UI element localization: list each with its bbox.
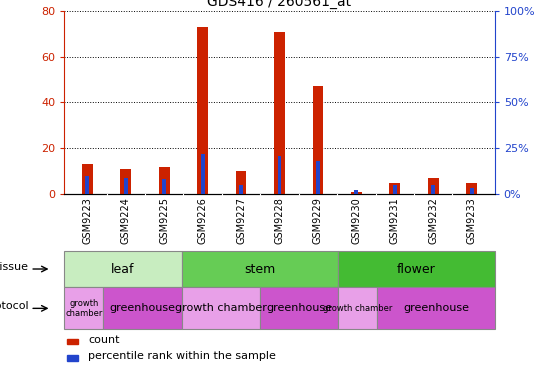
- Bar: [338, 251, 495, 287]
- Text: growth
chamber: growth chamber: [65, 299, 102, 318]
- Bar: [82, 164, 93, 194]
- Bar: [390, 183, 400, 194]
- Bar: [64, 287, 103, 329]
- Bar: [432, 185, 435, 194]
- Text: GSM9230: GSM9230: [352, 197, 361, 243]
- Text: leaf: leaf: [111, 262, 135, 276]
- Text: GSM9225: GSM9225: [159, 197, 169, 244]
- Bar: [393, 185, 397, 194]
- Text: flower: flower: [397, 262, 436, 276]
- Bar: [197, 27, 208, 194]
- Text: GSM9231: GSM9231: [390, 197, 400, 243]
- Bar: [466, 183, 477, 194]
- Text: GSM9226: GSM9226: [198, 197, 207, 244]
- Bar: [86, 176, 89, 194]
- Bar: [312, 86, 323, 194]
- Bar: [316, 161, 320, 194]
- Text: growth chamber: growth chamber: [323, 304, 392, 313]
- Text: GSM9224: GSM9224: [121, 197, 131, 244]
- Text: GSM9228: GSM9228: [274, 197, 285, 244]
- Bar: [278, 156, 281, 194]
- Bar: [103, 287, 182, 329]
- Bar: [162, 179, 166, 194]
- Bar: [428, 178, 439, 194]
- Text: greenhouse: greenhouse: [266, 303, 332, 313]
- Bar: [124, 178, 127, 194]
- Text: greenhouse: greenhouse: [110, 303, 176, 313]
- Bar: [338, 287, 377, 329]
- Bar: [67, 355, 78, 361]
- Bar: [351, 192, 362, 194]
- Text: growth protocol: growth protocol: [0, 301, 29, 311]
- Text: percentile rank within the sample: percentile rank within the sample: [88, 351, 276, 361]
- Bar: [377, 287, 495, 329]
- Bar: [470, 188, 473, 194]
- Bar: [159, 167, 169, 194]
- Bar: [236, 171, 247, 194]
- Bar: [67, 339, 78, 344]
- Text: stem: stem: [244, 262, 276, 276]
- Bar: [120, 169, 131, 194]
- Text: greenhouse: greenhouse: [403, 303, 469, 313]
- Bar: [182, 251, 338, 287]
- Bar: [64, 251, 182, 287]
- Text: growth chamber: growth chamber: [175, 303, 267, 313]
- Bar: [274, 31, 285, 194]
- Title: GDS416 / 260561_at: GDS416 / 260561_at: [207, 0, 352, 8]
- Text: GSM9223: GSM9223: [82, 197, 92, 244]
- Bar: [354, 190, 358, 194]
- Text: GSM9227: GSM9227: [236, 197, 246, 244]
- Text: tissue: tissue: [0, 262, 29, 272]
- Text: GSM9232: GSM9232: [428, 197, 438, 244]
- Bar: [239, 185, 243, 194]
- Text: GSM9233: GSM9233: [467, 197, 477, 243]
- Bar: [182, 287, 260, 329]
- Text: GSM9229: GSM9229: [313, 197, 323, 244]
- Bar: [260, 287, 338, 329]
- Text: count: count: [88, 335, 120, 345]
- Bar: [201, 154, 205, 194]
